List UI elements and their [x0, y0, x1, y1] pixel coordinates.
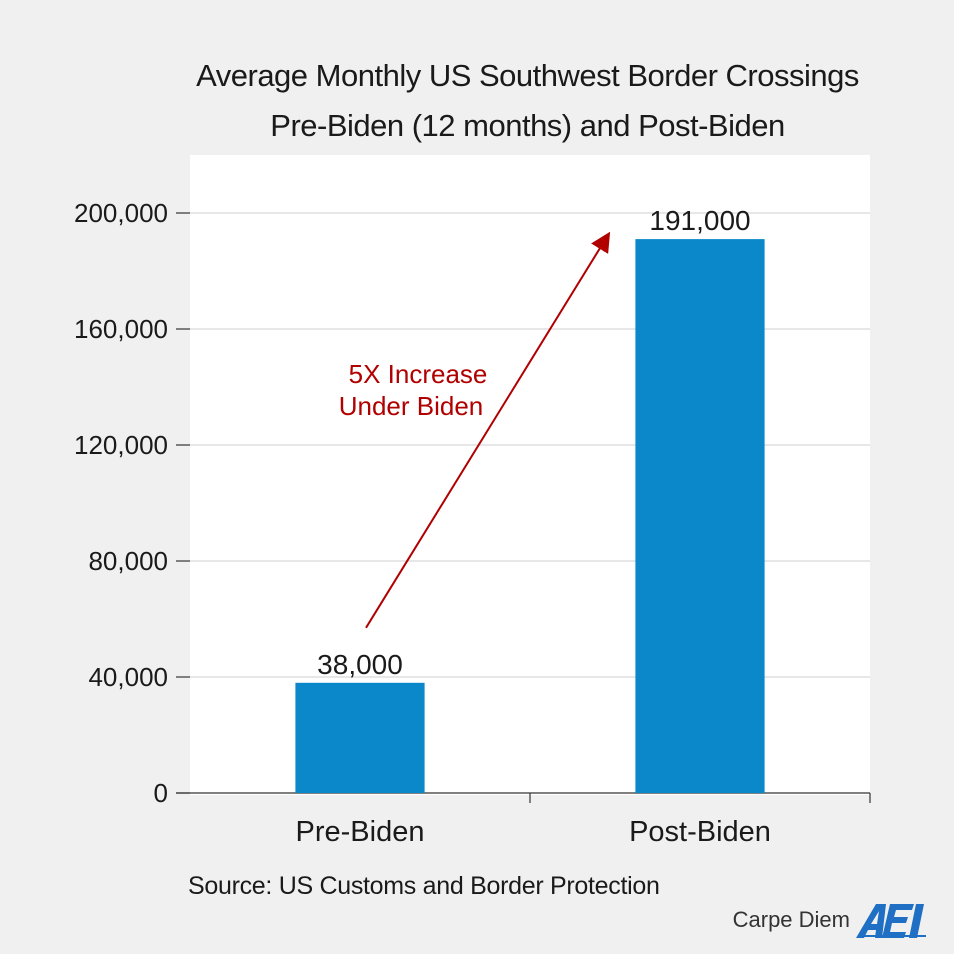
chart-title: Average Monthly US Southwest Border Cros… — [196, 58, 859, 93]
aei-logo — [856, 904, 926, 938]
bars — [295, 239, 765, 794]
x-tick-label: Pre-Biden — [296, 816, 425, 848]
bar-post-biden — [635, 239, 765, 794]
data-labels: 38,000 191,000 — [317, 205, 750, 680]
value-label: 38,000 — [317, 649, 403, 680]
bar-pre-biden — [295, 682, 425, 793]
branding-text: Carpe Diem — [732, 907, 850, 932]
annotation: 5X Increase Under Biden — [339, 231, 611, 629]
y-tick-label: 120,000 — [74, 430, 168, 460]
plot-area — [190, 155, 870, 795]
y-tick-label: 40,000 — [88, 662, 168, 692]
source-note: Source: US Customs and Border Protection — [188, 872, 660, 900]
y-tick-label: 0 — [154, 778, 168, 808]
increase-arrow — [365, 231, 611, 629]
chart-subtitle: Pre-Biden (12 months) and Post-Biden — [270, 108, 785, 143]
annotation-line-1: 5X Increase — [349, 359, 488, 389]
x-tick-label: Post-Biden — [629, 816, 771, 848]
y-tick-label: 160,000 — [74, 314, 168, 344]
annotation-line-2: Under Biden — [339, 391, 484, 421]
y-tick-label: 200,000 — [74, 198, 168, 228]
value-label: 191,000 — [649, 205, 750, 236]
branding: Carpe Diem — [733, 900, 932, 940]
axes: 0 40,000 80,000 120,000 160,000 200,000 Pre-Bi… — [74, 198, 871, 848]
y-tick-label: 80,000 — [88, 546, 168, 576]
